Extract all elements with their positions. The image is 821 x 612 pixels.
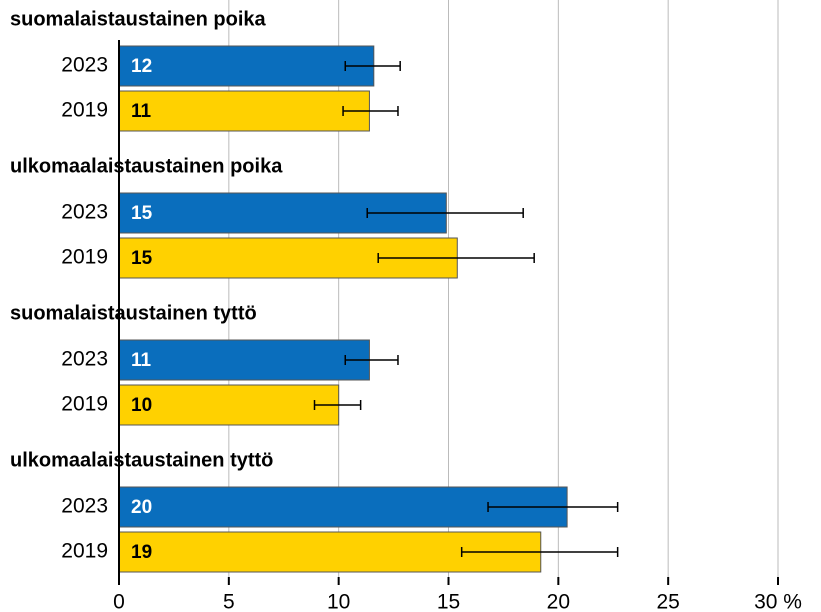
value-label: 15 [131, 248, 153, 269]
row-label: 2023 [61, 348, 108, 371]
group-title: ulkomaalaistaustainen poika [10, 155, 283, 177]
bar [118, 45, 375, 87]
bar [118, 384, 340, 426]
value-label: 20 [131, 497, 152, 518]
value-label: 12 [131, 56, 152, 77]
row-label: 2019 [61, 540, 108, 563]
value-label: 15 [131, 203, 153, 224]
bar [118, 90, 370, 132]
group-title: suomalaistaustainen poika [10, 8, 267, 30]
x-tick-label: 30 % [754, 591, 802, 612]
value-label: 11 [131, 101, 152, 122]
x-tick-label: 20 [547, 591, 570, 612]
row-label: 2023 [61, 201, 108, 224]
group-title: ulkomaalaistaustainen tyttö [10, 449, 273, 471]
row-label: 2023 [61, 54, 108, 77]
value-label: 11 [131, 350, 152, 371]
x-tick-label: 5 [223, 591, 235, 612]
bar [118, 339, 370, 381]
x-tick-label: 15 [437, 591, 460, 612]
row-label: 2019 [61, 246, 108, 269]
x-tick-label: 0 [113, 591, 125, 612]
row-label: 2019 [61, 393, 108, 416]
value-label: 10 [131, 395, 152, 416]
group-title: suomalaistaustainen tyttö [10, 302, 257, 324]
row-label: 2023 [61, 495, 108, 518]
x-tick-label: 10 [327, 591, 350, 612]
value-label: 19 [131, 542, 152, 563]
row-label: 2019 [61, 99, 108, 122]
x-tick-label: 25 [656, 591, 679, 612]
